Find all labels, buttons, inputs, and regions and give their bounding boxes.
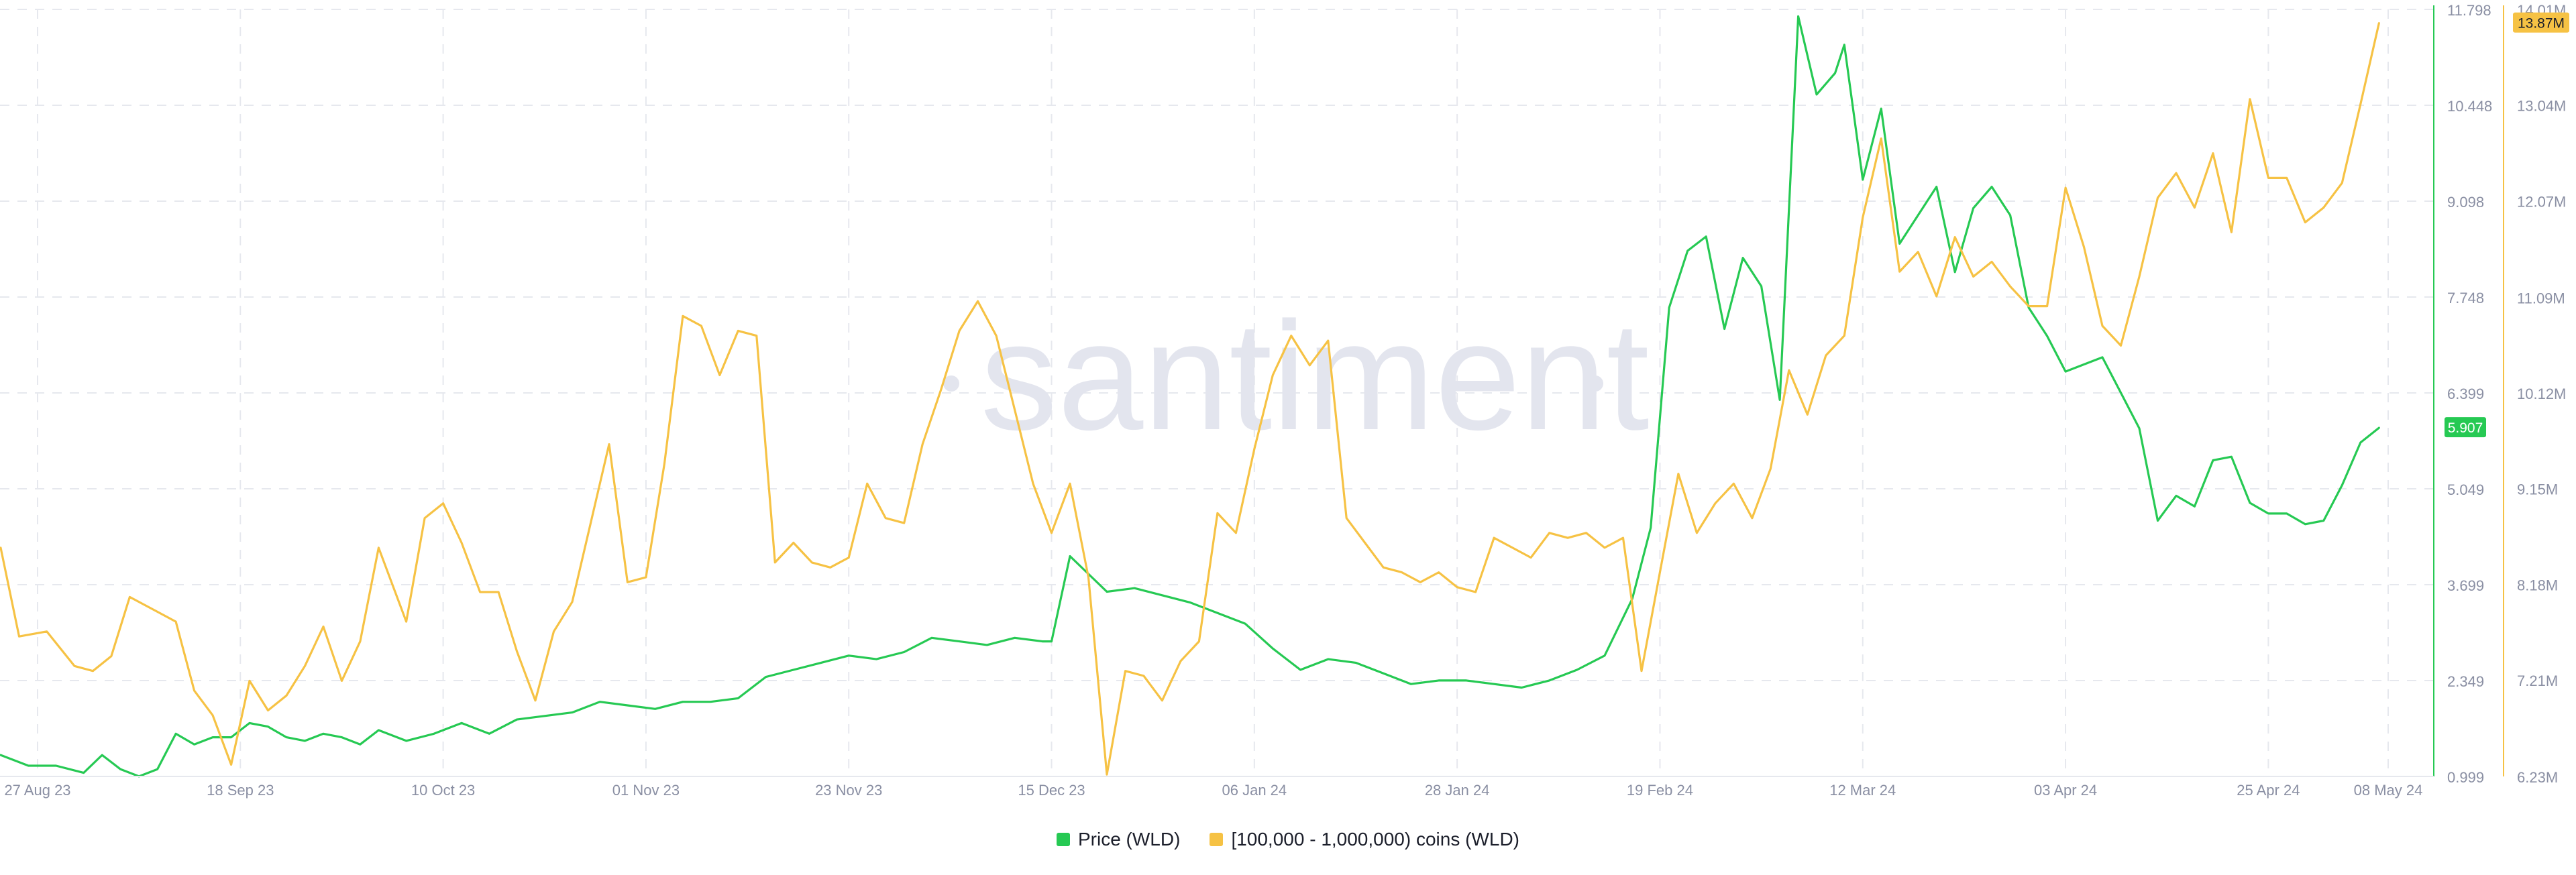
holders-axis-tick-label: 12.07M [2517, 193, 2566, 210]
x-axis-tick-label: 15 Dec 23 [1018, 782, 1085, 799]
x-axis-tick-label: 08 May 24 [2354, 782, 2423, 799]
x-axis-tick-label: 06 Jan 24 [1222, 782, 1287, 799]
price-axis-tick-label: 7.748 [2447, 290, 2484, 306]
watermark-dot [943, 375, 959, 392]
x-axis-tick-label: 25 Apr 24 [2237, 782, 2300, 799]
holders-axis-tick-label: 7.21M [2517, 673, 2558, 689]
holders-axis-tick-label: 10.12M [2517, 386, 2566, 402]
holders-axis-tick-label: 8.18M [2517, 577, 2558, 593]
price-axis-tick-label: 5.049 [2447, 481, 2484, 498]
legend: Price (WLD) [100,000 - 1,000,000) coins … [0, 826, 2576, 853]
price-current-badge [2445, 417, 2486, 438]
holders-axis-tick-label: 11.09M [2517, 290, 2565, 306]
legend-item-price[interactable]: Price (WLD) [1056, 829, 1181, 850]
legend-swatch-holders [1210, 833, 1224, 846]
watermark-dot [1587, 375, 1603, 392]
holders-axis-tick-label: 6.23M [2517, 769, 2558, 786]
holders-current-badge [2513, 12, 2569, 33]
holders-current-label: 13.87M [2518, 16, 2565, 32]
x-axis-tick-label: 27 Aug 23 [4, 782, 70, 799]
holders-axis-tick-label: 13.04M [2517, 98, 2566, 115]
price-axis-tick-label: 10.448 [2447, 98, 2492, 115]
price-axis-tick-label: 11.798 [2447, 2, 2491, 19]
watermark: santiment [980, 290, 1649, 462]
x-axis-tick-label: 03 Apr 24 [2034, 782, 2097, 799]
series-line-holders [0, 21, 2380, 776]
x-axis-tick-label: 12 Mar 24 [1829, 782, 1896, 799]
holders-axis-tick-label: 9.15M [2517, 481, 2558, 498]
price-axis-tick-label: 2.349 [2447, 673, 2484, 690]
x-axis-tick-label: 01 Nov 23 [612, 782, 680, 799]
x-axis-tick-label: 28 Jan 24 [1425, 782, 1490, 799]
series-line-price [0, 15, 2380, 778]
legend-label-holders: [100,000 - 1,000,000) coins (WLD) [1231, 829, 1519, 850]
price-current-label: 5.907 [2448, 420, 2483, 436]
legend-item-holders[interactable]: [100,000 - 1,000,000) coins (WLD) [1210, 829, 1519, 850]
price-axis-tick-label: 0.999 [2447, 769, 2484, 786]
price-axis-tick-label: 9.098 [2447, 194, 2484, 211]
price-axis-tick-label: 6.399 [2447, 386, 2484, 402]
x-axis-tick-label: 18 Sep 23 [207, 782, 274, 799]
legend-swatch-price [1056, 833, 1070, 846]
legend-label-price: Price (WLD) [1077, 829, 1181, 850]
x-axis-tick-label: 23 Nov 23 [815, 782, 882, 799]
price-axis-tick-label: 3.699 [2447, 577, 2484, 594]
x-axis-tick-label: 19 Feb 24 [1627, 782, 1693, 799]
x-axis-tick-label: 10 Oct 23 [411, 782, 475, 799]
